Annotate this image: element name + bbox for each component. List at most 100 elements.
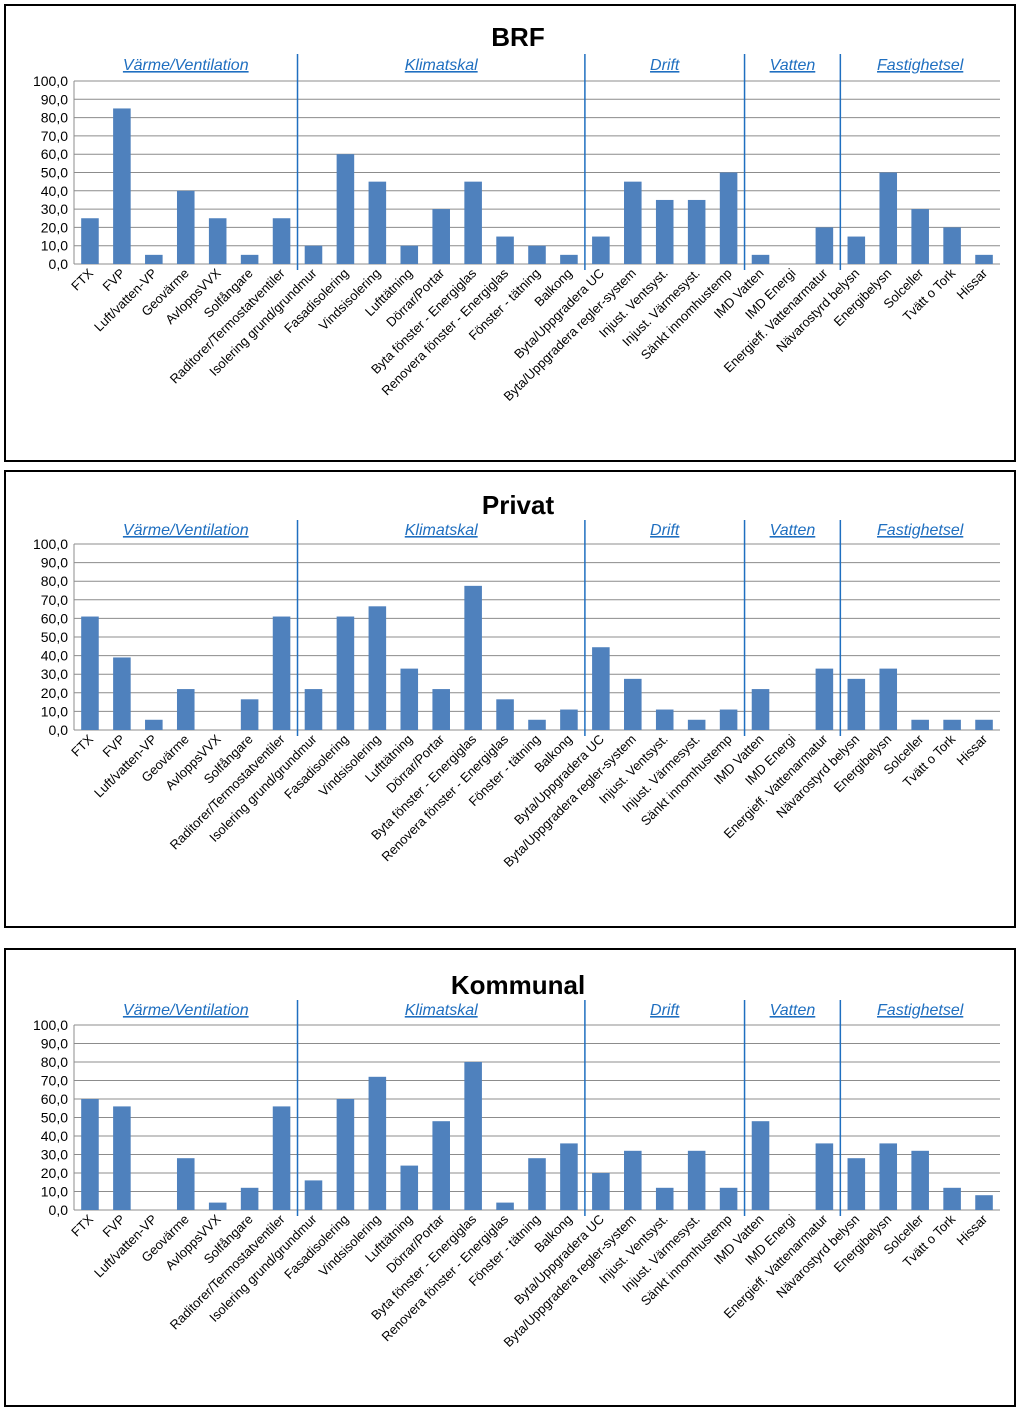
bar: [911, 209, 929, 264]
bar: [560, 1143, 578, 1210]
bar: [113, 1106, 131, 1210]
bar: [81, 218, 99, 264]
bar: [879, 172, 898, 264]
group-label: Drift: [650, 522, 680, 539]
y-tick-label: 40,0: [41, 183, 68, 199]
bar: [847, 678, 866, 730]
group-label: Fastighetsel: [877, 57, 964, 74]
bar-chart-brf: BRF 0,0 10,0 20,0 30,0 40,0 50,0 60,0 70,0 80,0 90…: [33, 22, 1000, 404]
bar: [368, 181, 387, 264]
bar: [528, 719, 546, 730]
bar: [975, 254, 993, 264]
x-tick-label: FTX: [68, 731, 96, 759]
bar: [240, 254, 259, 264]
bar: [208, 1202, 227, 1210]
bar: [751, 1121, 770, 1210]
bar: [176, 1158, 195, 1210]
bar: [624, 678, 642, 730]
group-label: Drift: [650, 1002, 680, 1019]
chart-title: Privat: [482, 490, 555, 520]
y-tick-label: 30,0: [41, 1147, 68, 1163]
bar: [592, 1173, 610, 1210]
bar: [400, 668, 419, 730]
x-tick-label: FTX: [68, 265, 96, 293]
y-tick-label: 10,0: [41, 238, 68, 254]
bar: [208, 218, 227, 264]
y-tick-label: 60,0: [41, 1091, 68, 1107]
y-tick-label: 60,0: [41, 610, 68, 626]
bar: [272, 1106, 291, 1210]
group-label: Klimatskal: [405, 1002, 478, 1019]
y-tick-label: 70,0: [41, 1073, 68, 1089]
chart-panel-kommunal: Kommunal 0,0 10,0 20,0 30,0 40,0 50,0 60,0 70,0 8…: [4, 948, 1016, 1407]
chart-panel-privat: Privat 0,0 10,0 20,0 30,0 40,0 50,0 60,0 70,0 80,…: [4, 470, 1016, 928]
group-label: Vatten: [770, 1002, 816, 1019]
bar: [240, 699, 259, 730]
bar: [655, 1187, 674, 1210]
bar: [368, 1076, 387, 1210]
bar: [81, 1099, 99, 1210]
bar: [496, 236, 514, 264]
bar: [304, 1180, 323, 1210]
bar: [560, 254, 578, 264]
bar: [879, 668, 898, 730]
bar: [176, 689, 195, 730]
chart-panel-brf: BRF 0,0 10,0 20,0 30,0 40,0 50,0 60,0 70,0 80,0 90…: [4, 4, 1016, 462]
chart-title: BRF: [491, 22, 544, 52]
y-tick-label: 50,0: [41, 165, 68, 181]
y-tick-label: 50,0: [41, 1110, 68, 1126]
bar: [687, 1150, 706, 1210]
y-tick-label: 60,0: [41, 146, 68, 162]
y-tick-label: 40,0: [41, 648, 68, 664]
y-tick-label: 20,0: [41, 1165, 68, 1181]
bar: [272, 218, 291, 264]
bar: [432, 1121, 450, 1210]
y-tick-label: 0,0: [49, 256, 69, 272]
group-label: Vatten: [770, 522, 816, 539]
bar: [528, 1158, 546, 1210]
y-tick-label: 100,0: [33, 1017, 68, 1033]
group-label: Värme/Ventilation: [123, 57, 249, 74]
bar: [847, 1158, 866, 1210]
bar: [655, 199, 674, 264]
bar: [240, 1187, 259, 1210]
bar: [145, 254, 163, 264]
bar: [719, 709, 738, 730]
bar: [815, 668, 834, 730]
group-label: Klimatskal: [405, 522, 478, 539]
group-label: Drift: [650, 57, 680, 74]
y-tick-label: 100,0: [33, 536, 68, 552]
y-tick-label: 40,0: [41, 1128, 68, 1144]
bar: [336, 616, 355, 730]
y-tick-label: 30,0: [41, 201, 68, 217]
bar: [943, 227, 961, 264]
bar: [879, 1143, 898, 1210]
group-label: Värme/Ventilation: [123, 1002, 249, 1019]
bar: [176, 190, 195, 264]
bar: [464, 181, 482, 264]
bar: [496, 699, 514, 730]
chart-title: Kommunal: [451, 970, 585, 1000]
bar: [304, 245, 323, 264]
bar: [975, 719, 993, 730]
bar: [432, 209, 450, 264]
y-tick-label: 20,0: [41, 685, 68, 701]
y-tick-label: 100,0: [33, 73, 68, 89]
y-tick-label: 0,0: [49, 1202, 69, 1218]
bar: [304, 689, 323, 730]
group-label: Klimatskal: [405, 57, 478, 74]
group-label: Fastighetsel: [877, 1002, 964, 1019]
bar: [624, 1150, 642, 1210]
bar: [272, 616, 291, 730]
x-tick-label: Hissar: [953, 731, 990, 768]
bar: [847, 236, 866, 264]
bar: [432, 689, 450, 730]
bar: [719, 1187, 738, 1210]
group-label: Värme/Ventilation: [123, 522, 249, 539]
bar-chart-kommunal: Kommunal 0,0 10,0 20,0 30,0 40,0 50,0 60,0 70,0 8…: [33, 970, 1000, 1350]
y-tick-label: 10,0: [41, 703, 68, 719]
bar: [911, 1150, 929, 1210]
x-tick-label: Hissar: [953, 265, 990, 302]
bar: [943, 1187, 961, 1210]
bar: [655, 709, 674, 730]
